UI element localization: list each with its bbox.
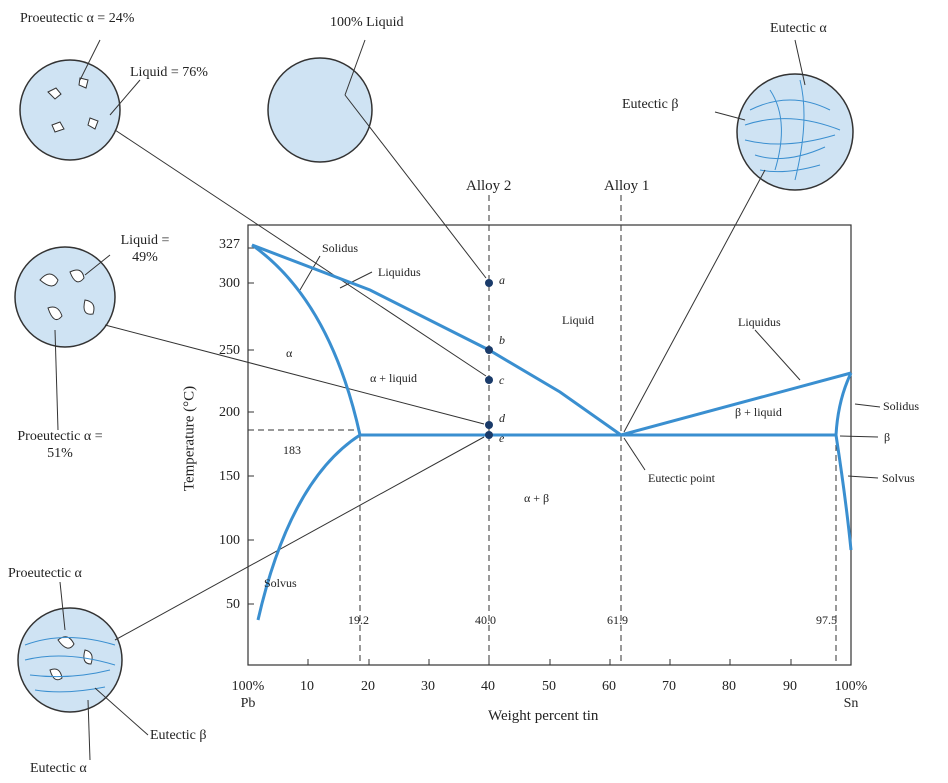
region-label: α + liquid — [370, 371, 418, 385]
plot-frame — [247, 224, 852, 666]
y-tick-label: 250 — [219, 343, 240, 358]
label: Proeutectic α = 24% — [20, 11, 135, 26]
label: Eutectic β — [622, 97, 679, 112]
reference-value: 97.5 — [816, 613, 837, 627]
label: Liquid = 76% — [130, 65, 208, 80]
reference-value: 61.9 — [607, 613, 628, 627]
boundary-label: Solvus — [882, 471, 915, 485]
x-tick-label: 100% Sn — [834, 679, 868, 711]
x-tick-label: 90 — [783, 679, 797, 694]
x-tick-label: 20 — [361, 679, 375, 694]
grains — [39, 77, 99, 681]
point-label: a — [499, 273, 505, 287]
region-label: α + β — [524, 491, 550, 505]
point-label: c — [499, 373, 505, 387]
reference-value: 183 — [283, 443, 301, 457]
dashed-lines — [248, 195, 837, 665]
y-tick-label: 100 — [219, 533, 240, 548]
boundary-label: Liquidus — [738, 315, 781, 329]
phase-boundaries — [251, 243, 853, 621]
label: Proeutectic α = 51% — [17, 429, 103, 461]
boundary-label: Solidus — [883, 399, 920, 413]
reference-value: 19.2 — [348, 613, 369, 627]
alloy-label: Alloy 1 — [604, 178, 650, 194]
boundary-label: Solidus — [322, 241, 359, 255]
point-label: e — [499, 431, 505, 445]
label: Proeutectic α — [8, 566, 82, 581]
y-axis-title: Temperature (°C) — [181, 385, 198, 492]
boundary-label: Eutectic point — [648, 471, 715, 485]
alloy-points — [485, 279, 493, 439]
microstructure-circles — [14, 57, 854, 713]
ticks — [248, 247, 792, 665]
x-tick-label: 80 — [722, 679, 736, 694]
x-tick-label: 60 — [602, 679, 616, 694]
x-tick-label: 40 — [481, 679, 495, 694]
label: Eutectic β — [150, 728, 207, 743]
alloy-label: Alloy 2 — [466, 178, 512, 194]
reference-value: 40.0 — [475, 613, 496, 627]
y-tick-label: 300 — [219, 276, 240, 291]
label: Eutectic α — [770, 21, 827, 36]
boundary-label: Solvus — [264, 576, 297, 590]
x-tick-label: 50 — [542, 679, 556, 694]
label: 100% Liquid — [330, 15, 404, 30]
lamellae — [24, 79, 841, 693]
boundary-label: Liquidus — [378, 265, 421, 279]
label: Eutectic α — [30, 761, 87, 776]
x-tick-label: 100% Pb — [231, 679, 265, 711]
y-tick-label: 50 — [226, 597, 240, 612]
leader-lines — [54, 39, 881, 761]
y-tick-label: 150 — [219, 469, 240, 484]
y-tick-label: 200 — [219, 405, 240, 420]
y-tick-label: 327 — [219, 237, 240, 252]
region-label: Liquid — [562, 313, 594, 327]
x-axis-title: Weight percent tin — [488, 708, 599, 724]
point-label: d — [499, 411, 505, 425]
region-label: α — [286, 346, 293, 360]
x-tick-label: 70 — [662, 679, 676, 694]
x-tick-label: 10 — [300, 679, 314, 694]
label: Liquid = 49% — [120, 233, 170, 265]
point-label: b — [499, 333, 505, 347]
region-label: β + liquid — [735, 405, 782, 419]
x-tick-label: 30 — [421, 679, 435, 694]
region-label: β — [884, 430, 891, 444]
